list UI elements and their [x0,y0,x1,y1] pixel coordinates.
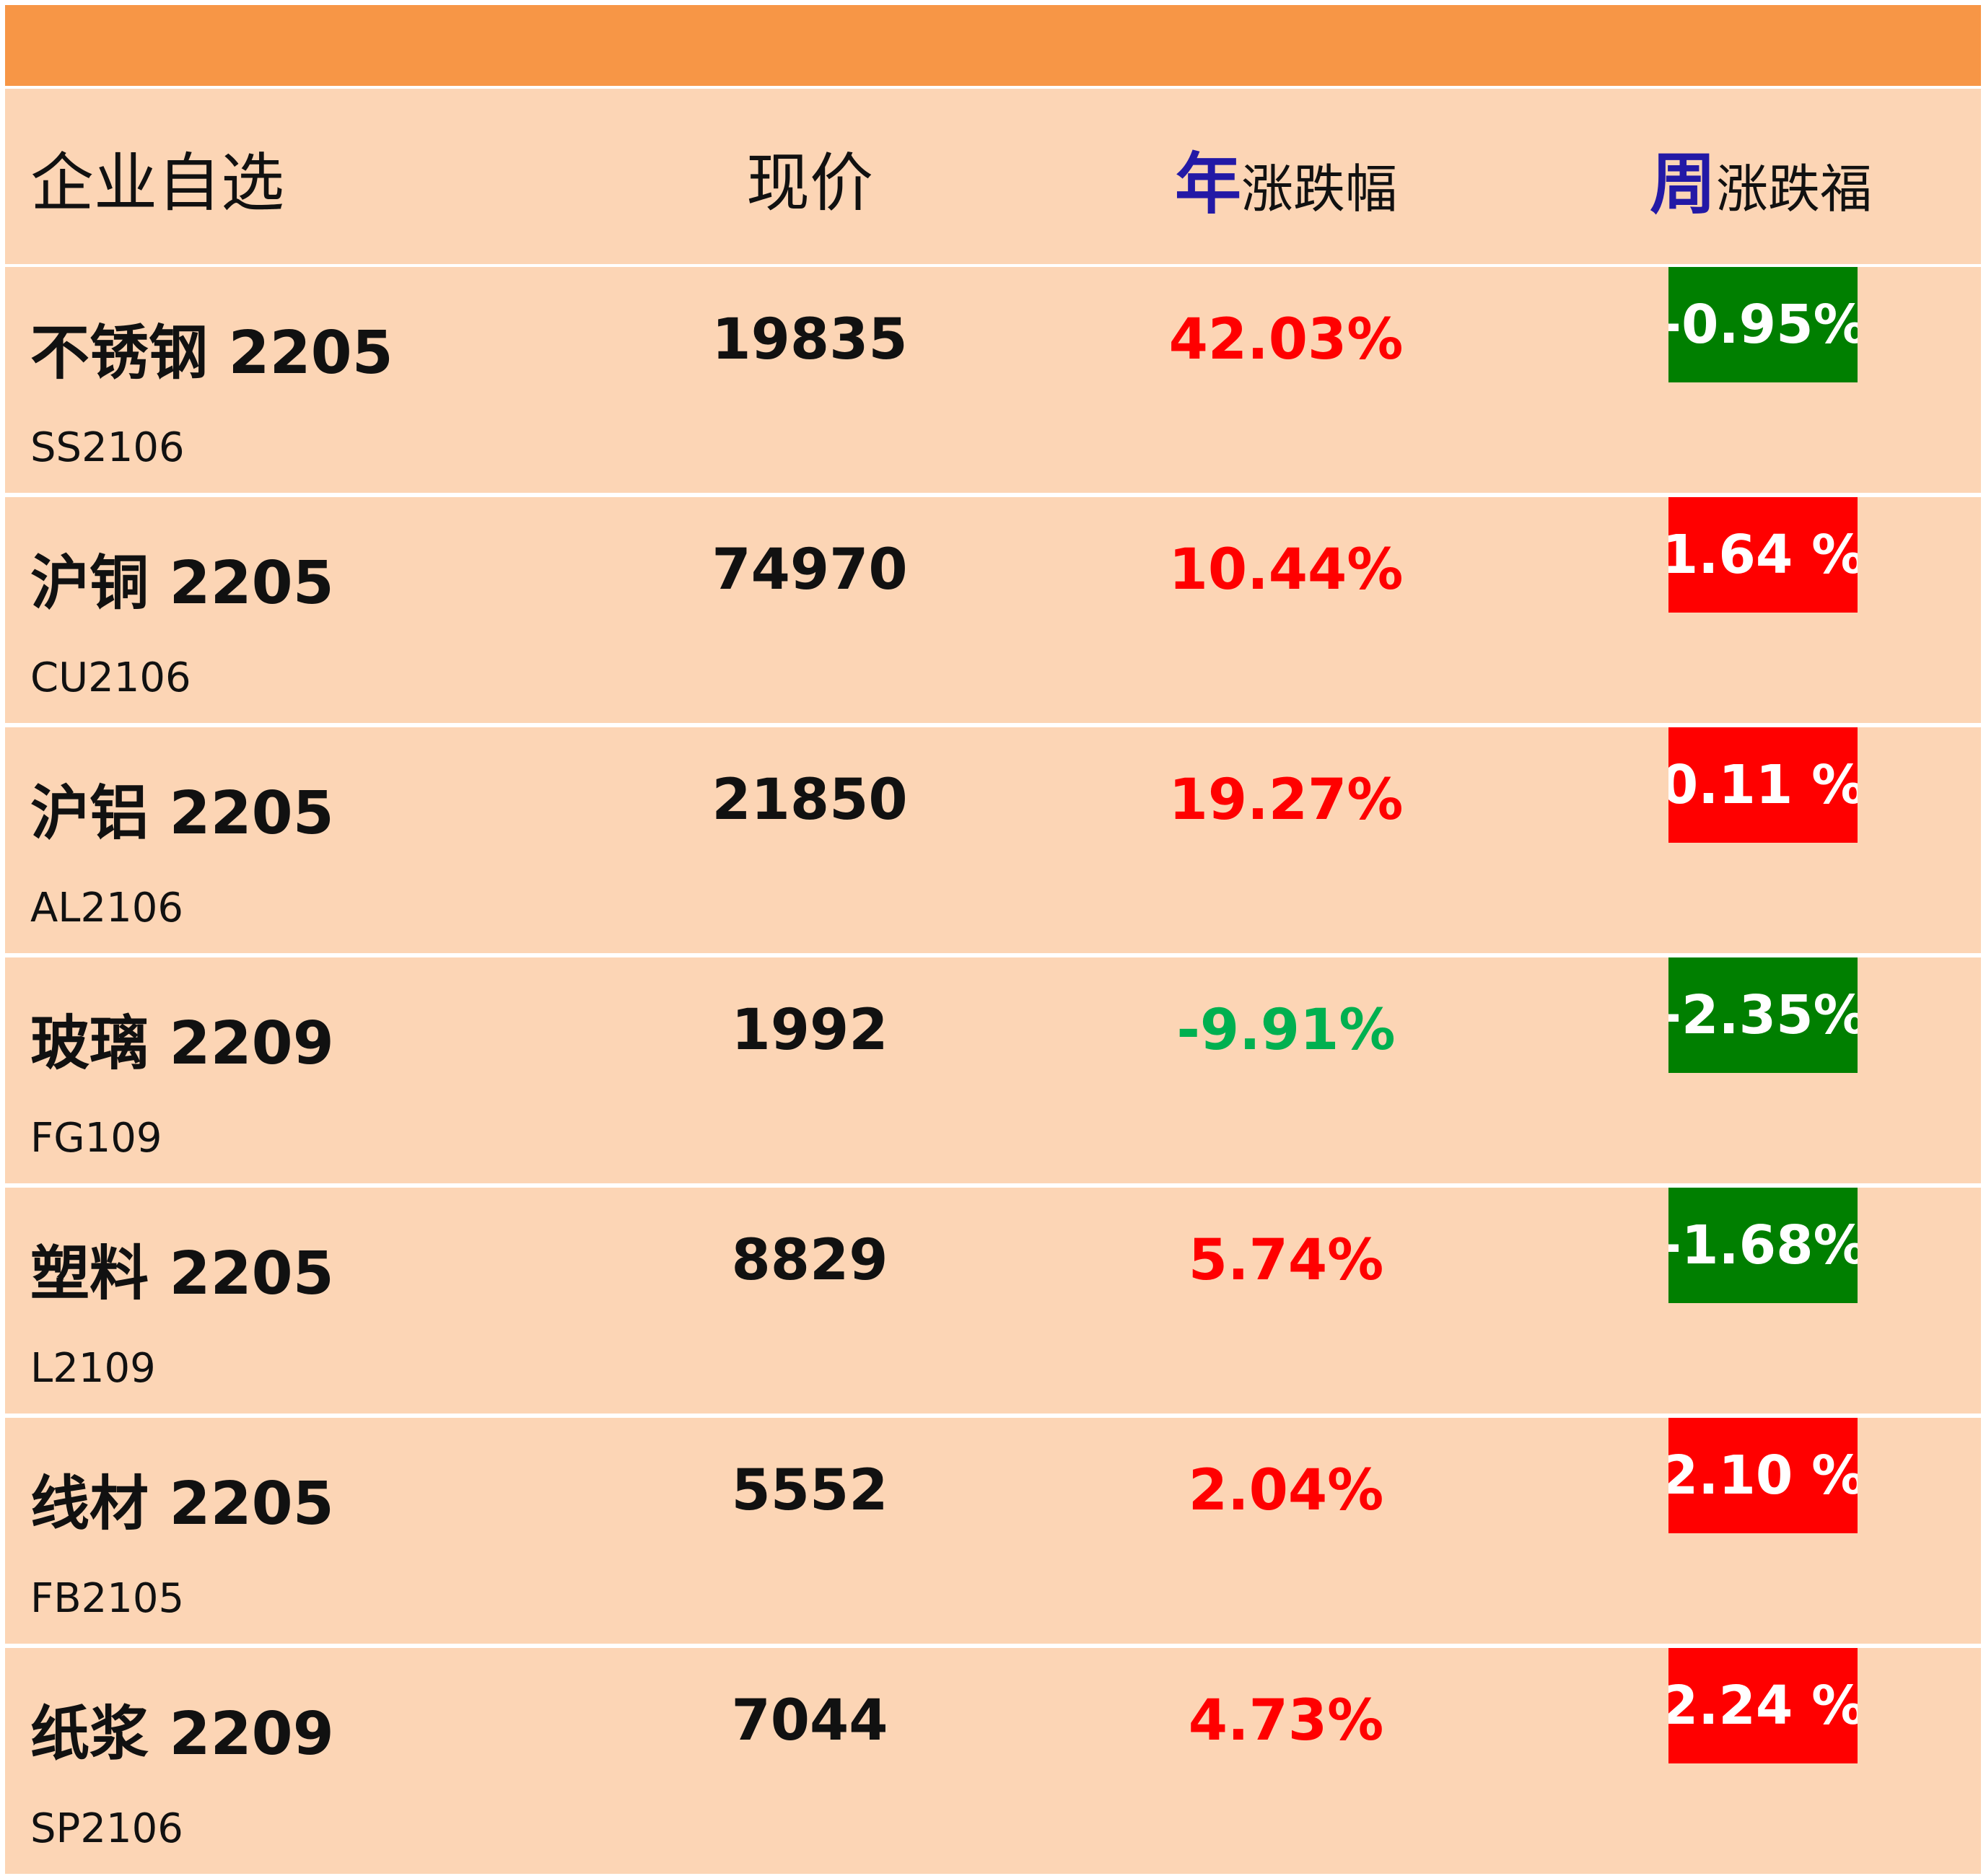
commodity-name: 沪铝 2205 [30,779,334,848]
contract-code: FB2105 [30,1575,185,1622]
week-change-badge: -2.35% [1668,957,1858,1073]
current-price-value: 21850 [712,768,908,833]
header-price-label: 现价 [746,146,874,220]
week-change-badge: -1.68% [1668,1188,1858,1303]
table-row[interactable]: 线材 2205 FB2105 5552 2.04% 2.10 % [5,1418,1981,1644]
current-price-value: 7044 [731,1688,888,1753]
table-row[interactable]: 沪铜 2205 CU2106 74970 10.44% 1.64 % [5,497,1981,723]
contract-code: CU2106 [30,654,191,701]
top-banner-bar [5,5,1981,86]
contract-code: FG109 [30,1115,162,1162]
header-name: 企业自选 [30,146,285,220]
year-change-value: 4.73% [1188,1688,1384,1753]
table-row[interactable]: 玻璃 2209 FG109 1992 -9.91% -2.35% [5,957,1981,1183]
contract-code: L2109 [30,1345,156,1392]
current-price-value: 74970 [712,538,908,602]
header-year-accent: 年 [1174,146,1241,223]
current-price-value: 5552 [731,1458,888,1523]
current-price-value: 19835 [712,307,908,372]
commodity-name: 塑料 2205 [30,1240,334,1308]
year-change-value: 42.03% [1168,307,1404,372]
table-header: 企业自选 现价 年 涨跌幅 周 涨跌福 [5,89,1981,264]
commodity-name: 纸浆 2209 [30,1700,334,1768]
table-row[interactable]: 沪铝 2205 AL2106 21850 19.27% 0.11 % [5,727,1981,953]
week-change-badge: 0.11 % [1668,727,1858,843]
commodity-name: 不锈钢 2205 [30,319,393,387]
header-week-rest: 涨跌福 [1716,159,1873,219]
contract-code: SS2106 [30,424,185,471]
contract-code: AL2106 [30,885,184,932]
commodity-name: 玻璃 2209 [30,1009,334,1078]
week-change-badge: -0.95% [1668,267,1858,382]
week-change-badge: 2.24 % [1668,1648,1858,1763]
year-change-value: 10.44% [1168,538,1404,602]
week-change-badge: 1.64 % [1668,497,1858,613]
year-change-value: -9.91% [1176,998,1396,1063]
table-row[interactable]: 不锈钢 2205 SS2106 19835 42.03% -0.95% [5,267,1981,493]
header-week-accent: 周 [1649,146,1716,223]
current-price-value: 8829 [731,1228,888,1293]
table-row[interactable]: 塑料 2205 L2109 8829 5.74% -1.68% [5,1188,1981,1413]
table-row[interactable]: 纸浆 2209 SP2106 7044 4.73% 2.24 % [5,1648,1981,1874]
current-price-value: 1992 [731,998,888,1063]
year-change-value: 19.27% [1168,768,1404,833]
header-year-rest: 涨跌幅 [1241,159,1398,219]
week-change-badge: 2.10 % [1668,1418,1858,1533]
year-change-value: 5.74% [1188,1228,1384,1293]
commodity-name: 沪铜 2205 [30,549,334,618]
contract-code: SP2106 [30,1805,183,1852]
year-change-value: 2.04% [1188,1458,1384,1523]
commodity-name: 线材 2205 [30,1470,334,1538]
